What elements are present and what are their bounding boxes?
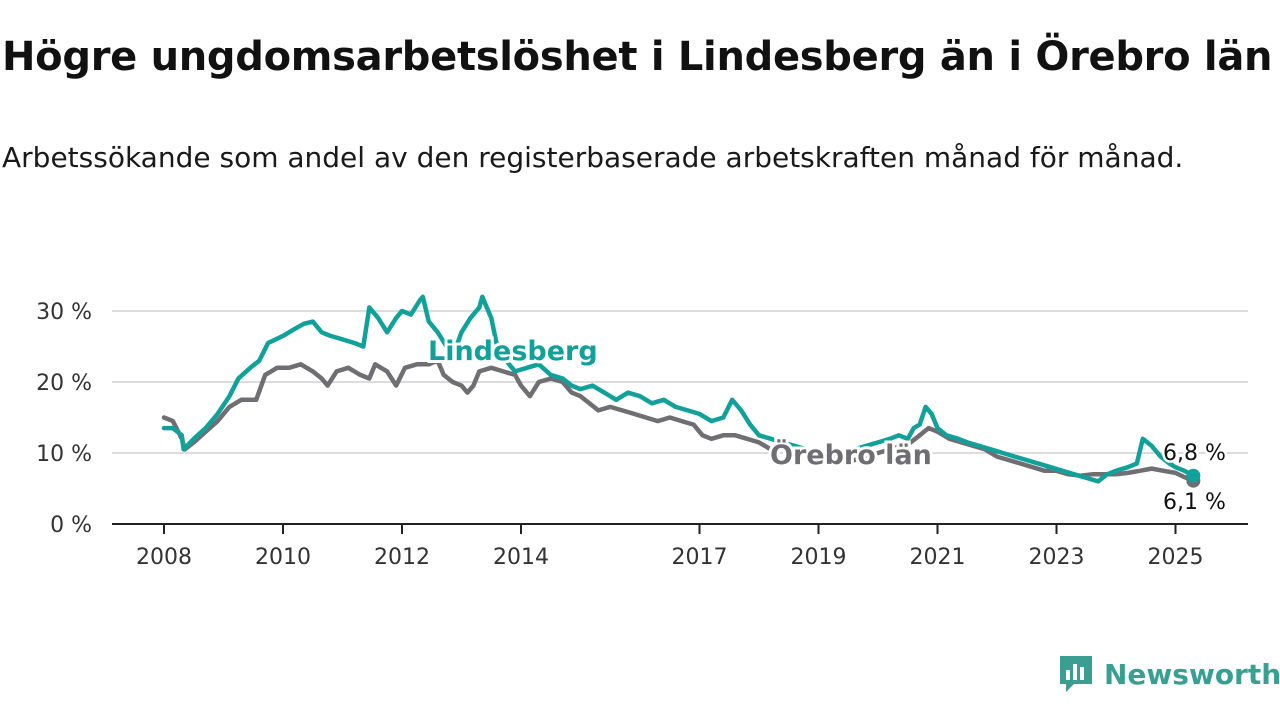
- x-tick-label: 2025: [1148, 545, 1204, 570]
- end-point-lindesberg: [1186, 468, 1201, 483]
- bar-chart-speech-bubble-icon: [1060, 656, 1092, 692]
- y-tick-label: 0 %: [50, 513, 92, 538]
- chart-subtitle: Arbetssökande som andel av den registerb…: [2, 141, 1184, 174]
- x-tick-label: 2021: [910, 545, 966, 570]
- series-name-orebro: Örebro län: [770, 438, 932, 471]
- series-line-lindesberg: [161, 294, 1196, 484]
- x-tick-label: 2019: [791, 545, 847, 570]
- x-tick-label: 2008: [136, 545, 192, 570]
- end-value-label-lindesberg: 6,8 %: [1163, 441, 1226, 466]
- chart-labels: 0 % 10 % 20 % 30 % 2008 2010 2012 2014 2017 2019 2…: [36, 300, 1228, 570]
- y-tick-label: 10 %: [36, 442, 92, 467]
- series-lines: [161, 294, 1201, 488]
- series-name-lindesberg: Lindesberg: [428, 336, 598, 367]
- end-value-label-orebro: 6,1 %: [1163, 490, 1226, 515]
- grid-lines: [112, 310, 1248, 454]
- y-tick-label: 20 %: [36, 371, 92, 396]
- brand-logo: Newsworthy: [1058, 654, 1280, 694]
- x-tick-label: 2017: [672, 545, 728, 570]
- x-tick-label: 2023: [1029, 545, 1085, 570]
- chart-title: Högre ungdomsarbetslöshet i Lindesberg ä…: [2, 34, 1273, 80]
- series-line-orebro: [161, 358, 1196, 483]
- brand-name: Newsworthy: [1104, 657, 1280, 691]
- x-tick-label: 2012: [374, 545, 430, 570]
- y-tick-label: 30 %: [36, 300, 92, 325]
- x-axis: [112, 523, 1248, 534]
- x-tick-label: 2010: [255, 545, 311, 570]
- x-tick-label: 2014: [493, 545, 549, 570]
